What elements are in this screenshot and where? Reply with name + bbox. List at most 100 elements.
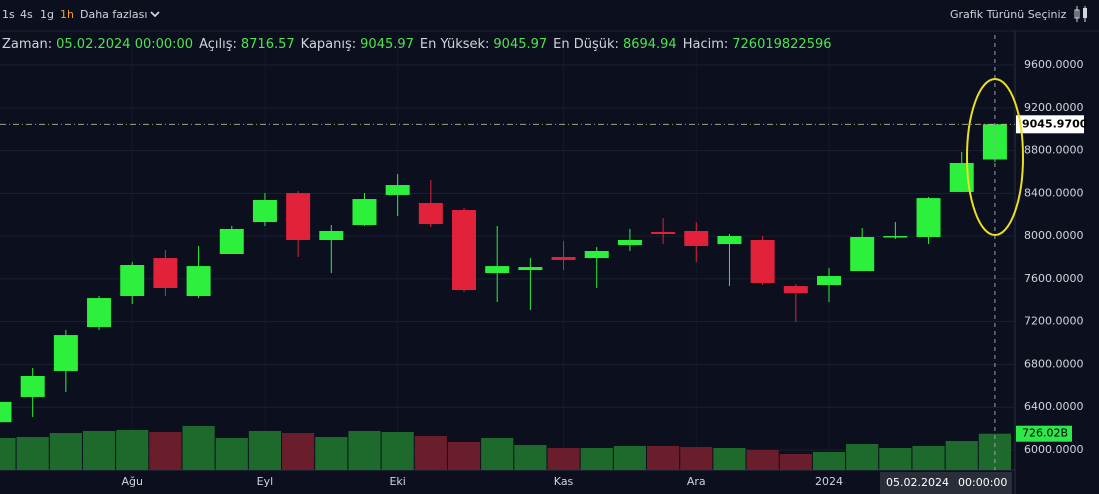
volume-bar	[82, 431, 116, 470]
volume-bar	[846, 444, 879, 470]
volume-bar	[812, 452, 846, 470]
candle-body	[916, 198, 941, 237]
legend: Zaman: 05.02.2024 00:00:00 Açılış: 8716.57 K…	[2, 37, 838, 52]
candle-body	[0, 401, 12, 423]
candle-body	[783, 286, 808, 294]
volume-bar	[381, 432, 414, 470]
volume-bar	[16, 437, 49, 470]
x-tick-label: Kas	[554, 475, 574, 488]
candle-body	[617, 239, 642, 246]
x-tick-label: Eyl	[257, 475, 274, 488]
candle-body	[817, 276, 841, 286]
y-tick-label: 6000.0000	[1024, 443, 1084, 456]
toolbar: 1s 4s 1g 1h Daha fazlası Grafik Türünü S…	[0, 0, 1099, 30]
legend-value: 8694.94	[622, 37, 677, 52]
crosshair-date: 05.02.2024	[886, 476, 949, 489]
legend-value: 726019822596	[732, 37, 832, 52]
chart-type-button[interactable]: Grafik Türünü Seçiniz	[950, 8, 1067, 21]
volume-bar	[746, 450, 779, 470]
candle-body	[651, 231, 676, 235]
y-tick-label: 8000.0000	[1024, 229, 1084, 242]
volume-bar	[215, 438, 248, 470]
candle-body	[87, 298, 112, 328]
volume-bar	[414, 436, 447, 470]
highlight-ellipse	[966, 78, 1024, 236]
y-tick-label: 8800.0000	[1024, 144, 1084, 157]
volume-bar	[912, 446, 945, 470]
candle-body	[850, 236, 875, 271]
y-tick-label: 6800.0000	[1024, 357, 1084, 370]
candle-body	[286, 193, 311, 240]
volume-bar	[647, 446, 680, 470]
volume-bar	[315, 437, 348, 470]
price-marker-label: 9045.9700	[1022, 117, 1088, 130]
volume-bar	[282, 433, 315, 470]
volume-bar	[149, 432, 182, 470]
interval-button[interactable]: 1s	[2, 8, 15, 21]
candle-body	[20, 376, 45, 397]
interval-button[interactable]: 1g	[40, 8, 54, 21]
legend-label: Zaman:	[2, 37, 53, 52]
volume-bar	[447, 442, 481, 470]
x-tick-label: Eki	[389, 475, 405, 488]
volume-bar	[348, 431, 381, 470]
legend-label: Açılış:	[199, 37, 237, 52]
x-tick-label: Ağu	[121, 475, 142, 488]
legend-label: En Düşük:	[553, 37, 619, 52]
candle-body	[452, 210, 477, 291]
y-tick-label: 9600.0000	[1024, 58, 1084, 71]
candle-body	[53, 335, 78, 371]
volume-bar	[481, 438, 514, 470]
volume-bar	[182, 426, 215, 470]
volume-marker-label: 726.02B	[1022, 427, 1068, 440]
crosshair-time: 00:00:00	[958, 476, 1007, 489]
x-tick-label: Ara	[687, 475, 706, 488]
y-tick-label: 8400.0000	[1024, 186, 1084, 199]
legend-label: Hacim:	[682, 37, 729, 52]
volume-bar	[547, 448, 580, 470]
candle-body	[551, 256, 576, 260]
y-tick-label: 7600.0000	[1024, 272, 1084, 285]
y-tick-label: 7200.0000	[1024, 315, 1084, 328]
volume-bar	[879, 448, 912, 470]
chart-type-icon[interactable]	[1072, 4, 1092, 24]
candle-body	[120, 265, 145, 297]
volume-bar	[779, 454, 812, 470]
candle-body	[352, 199, 377, 226]
candle-body	[717, 236, 742, 245]
legend-value: 8716.57	[240, 37, 295, 52]
candle-body	[219, 228, 244, 254]
volume-bar	[680, 447, 713, 470]
y-tick-label: 6400.0000	[1024, 400, 1084, 413]
candle-body	[518, 267, 543, 271]
chevron-icon[interactable]	[149, 9, 161, 19]
candle-body	[418, 202, 443, 225]
x-tick-label: 2024	[815, 475, 843, 488]
candle-body	[883, 236, 908, 238]
candle-body	[186, 266, 211, 297]
more-button[interactable]: Daha fazlası	[80, 8, 148, 21]
volume-bar	[713, 448, 746, 470]
crosshair-date-box	[880, 472, 1012, 494]
legend-label: En Yüksek:	[419, 37, 490, 52]
volume-bar	[49, 433, 82, 470]
interval-button[interactable]: 4s	[20, 8, 33, 21]
legend-value: 9045.97	[360, 37, 414, 52]
volume-bar	[613, 446, 647, 470]
volume-marker-box	[1016, 425, 1072, 442]
legend-label: Kapanış:	[300, 37, 357, 52]
volume-bar	[945, 441, 978, 470]
price-marker-box	[1016, 115, 1084, 134]
candle-body	[319, 231, 344, 240]
volume-bar	[514, 445, 547, 470]
candle-body	[584, 251, 609, 259]
volume-bar	[0, 438, 16, 470]
volume-bar	[116, 430, 149, 470]
candle-body	[750, 239, 775, 283]
volume-bar	[248, 431, 282, 470]
legend-value: 9045.97	[493, 37, 548, 52]
interval-button[interactable]: 1h	[60, 8, 74, 21]
y-tick-label: 9200.0000	[1024, 101, 1084, 114]
